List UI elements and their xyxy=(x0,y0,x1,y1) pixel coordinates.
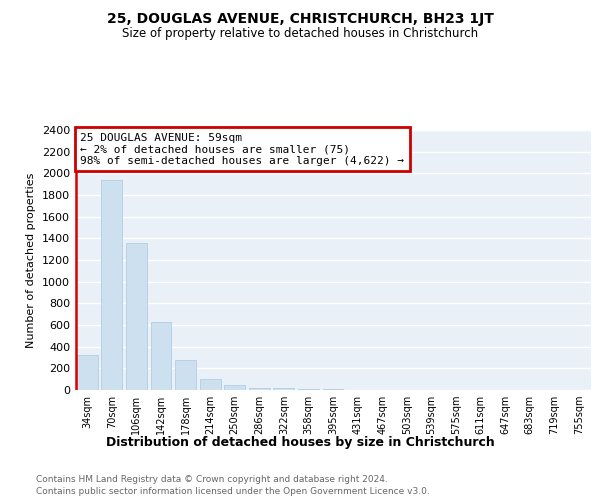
Text: 25 DOUGLAS AVENUE: 59sqm
← 2% of detached houses are smaller (75)
98% of semi-de: 25 DOUGLAS AVENUE: 59sqm ← 2% of detache… xyxy=(80,132,404,166)
Bar xyxy=(274,388,295,390)
Bar xyxy=(77,356,98,390)
Bar xyxy=(298,389,319,390)
Bar xyxy=(224,385,245,390)
Text: Distribution of detached houses by size in Christchurch: Distribution of detached houses by size … xyxy=(106,436,494,449)
Bar xyxy=(200,379,221,390)
Bar xyxy=(175,360,196,390)
Text: Size of property relative to detached houses in Christchurch: Size of property relative to detached ho… xyxy=(122,28,478,40)
Bar xyxy=(126,242,147,390)
Bar xyxy=(101,180,122,390)
Text: Contains public sector information licensed under the Open Government Licence v3: Contains public sector information licen… xyxy=(36,488,430,496)
Bar xyxy=(249,388,270,390)
Text: 25, DOUGLAS AVENUE, CHRISTCHURCH, BH23 1JT: 25, DOUGLAS AVENUE, CHRISTCHURCH, BH23 1… xyxy=(107,12,493,26)
Bar xyxy=(151,322,172,390)
Y-axis label: Number of detached properties: Number of detached properties xyxy=(26,172,37,348)
Text: Contains HM Land Registry data © Crown copyright and database right 2024.: Contains HM Land Registry data © Crown c… xyxy=(36,475,388,484)
